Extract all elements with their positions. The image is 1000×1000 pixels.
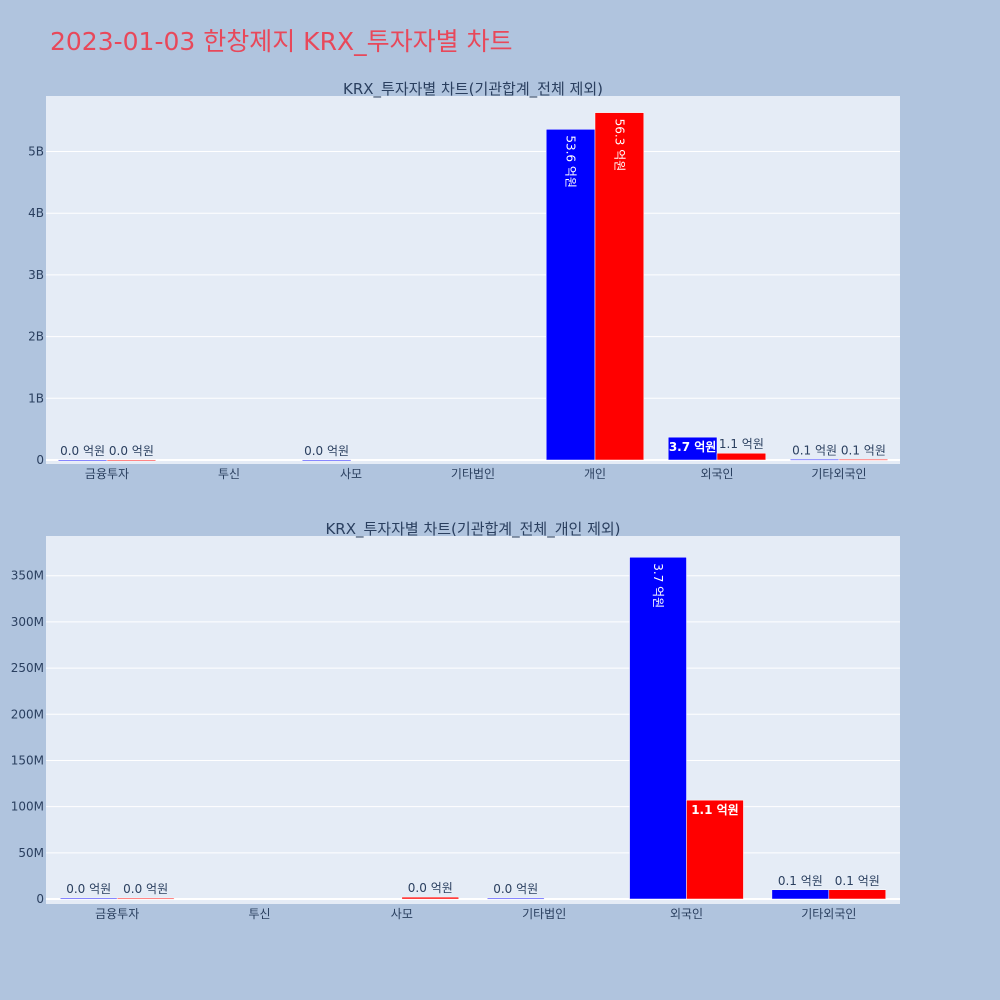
bar [594,112,645,461]
chart-subtitle: KRX_투자자별 차트(기관합계_전체 제외) [343,80,603,99]
x-tick-label: 금융투자 [95,907,139,921]
plot-area [46,536,900,904]
data-label: 0.0 억원 [60,444,105,458]
x-axis-ticks: 금융투자 투신 사모 기타법인 개인 외국인 기타외국인 [85,467,867,481]
x-tick-label: 금융투자 [85,467,129,481]
x-tick-label: 개인 [584,467,606,481]
y-tick-label: 0 [36,453,44,467]
chart-subtitle: KRX_투자자별 차트(기관합계_전체_개인 제외) [325,520,620,539]
bar [545,129,596,461]
y-tick-label: 5B [28,145,44,159]
bar [667,436,718,461]
bar [116,897,175,900]
bar [789,459,840,461]
gridlines [46,575,900,900]
y-tick-label: 4B [28,206,44,220]
y-tick-label: 2B [28,330,44,344]
x-tick-label: 외국인 [670,907,703,921]
y-tick-label: 300M [11,615,44,629]
x-tick-label: 기타법인 [522,907,566,921]
data-label: 0.0 억원 [408,881,453,895]
y-tick-label: 250M [11,661,44,675]
y-tick-label: 0 [36,892,44,906]
x-tick-label: 외국인 [700,467,733,481]
y-tick-label: 200M [11,707,44,721]
x-tick-label: 사모 [340,467,362,481]
bar [59,897,118,900]
bar [301,459,352,462]
data-labels: 0.0 억원 0.0 억원 0.0 억원 53.6 억원 56.3 억원 3.7 억원 1.… [60,119,886,458]
data-label: 56.3 억원 [612,119,626,172]
x-axis-ticks: 금융투자 투신 사모 기타법인 외국인 기타외국인 [95,907,856,921]
bar [828,889,887,900]
y-tick-label: 100M [11,800,44,814]
data-label: 3.7 억원 [651,563,665,608]
data-label: 0.1 억원 [835,874,880,888]
bar [486,897,545,900]
y-tick-label: 3B [28,268,44,282]
y-tick-label: 150M [11,753,44,767]
bar [686,799,744,900]
y-tick-label: 350M [11,569,44,583]
y-axis-ticks: 0 1B 2B 3B 4B 5B [28,145,44,467]
data-label: 3.7 억원 [669,440,717,454]
bar [401,896,460,900]
bar [838,459,889,461]
bar [771,889,830,900]
data-label: 1.1 억원 [719,437,764,451]
bar [57,459,108,462]
y-axis-ticks: 0 50M 100M 150M 200M 250M 300M 350M [11,569,44,906]
chart-krx-excl-institution: 0.0 억원 0.0 억원 0.0 억원 53.6 억원 56.3 억원 3.7 억원 1.… [28,80,900,481]
x-tick-label: 투신 [248,907,270,921]
data-label: 53.6 억원 [564,135,578,188]
bars [59,556,887,900]
x-tick-label: 기타외국인 [811,467,866,481]
data-label: 0.0 억원 [493,882,538,896]
x-tick-label: 기타법인 [451,467,495,481]
page-title: 2023-01-03 한창제지 KRX_투자자별 차트 [50,27,513,56]
data-label: 0.1 억원 [778,874,823,888]
x-tick-label: 투신 [218,467,240,481]
plot-area [46,96,900,464]
x-tick-label: 기타외국인 [801,907,856,921]
data-label: 0.0 억원 [304,444,349,458]
data-label: 0.1 억원 [792,443,837,457]
data-label: 0.0 억원 [66,882,111,896]
bar [629,556,687,900]
data-labels: 0.0 억원 0.0 억원 0.0 억원 0.0 억원 3.7 억원 1.1 억원 0.1 … [66,563,880,896]
x-tick-label: 사모 [391,907,413,921]
bar [106,459,157,462]
y-tick-label: 1B [28,391,44,405]
data-label: 0.0 억원 [109,444,154,458]
bars [57,112,889,462]
data-label: 0.1 억원 [841,443,886,457]
y-tick-label: 50M [18,846,44,860]
data-label: 1.1 억원 [691,803,739,817]
bar [716,452,767,461]
data-label: 0.0 억원 [123,882,168,896]
chart-krx-excl-institution-individual: 0.0 억원 0.0 억원 0.0 억원 0.0 억원 3.7 억원 1.1 억원 0.1 … [11,520,900,921]
